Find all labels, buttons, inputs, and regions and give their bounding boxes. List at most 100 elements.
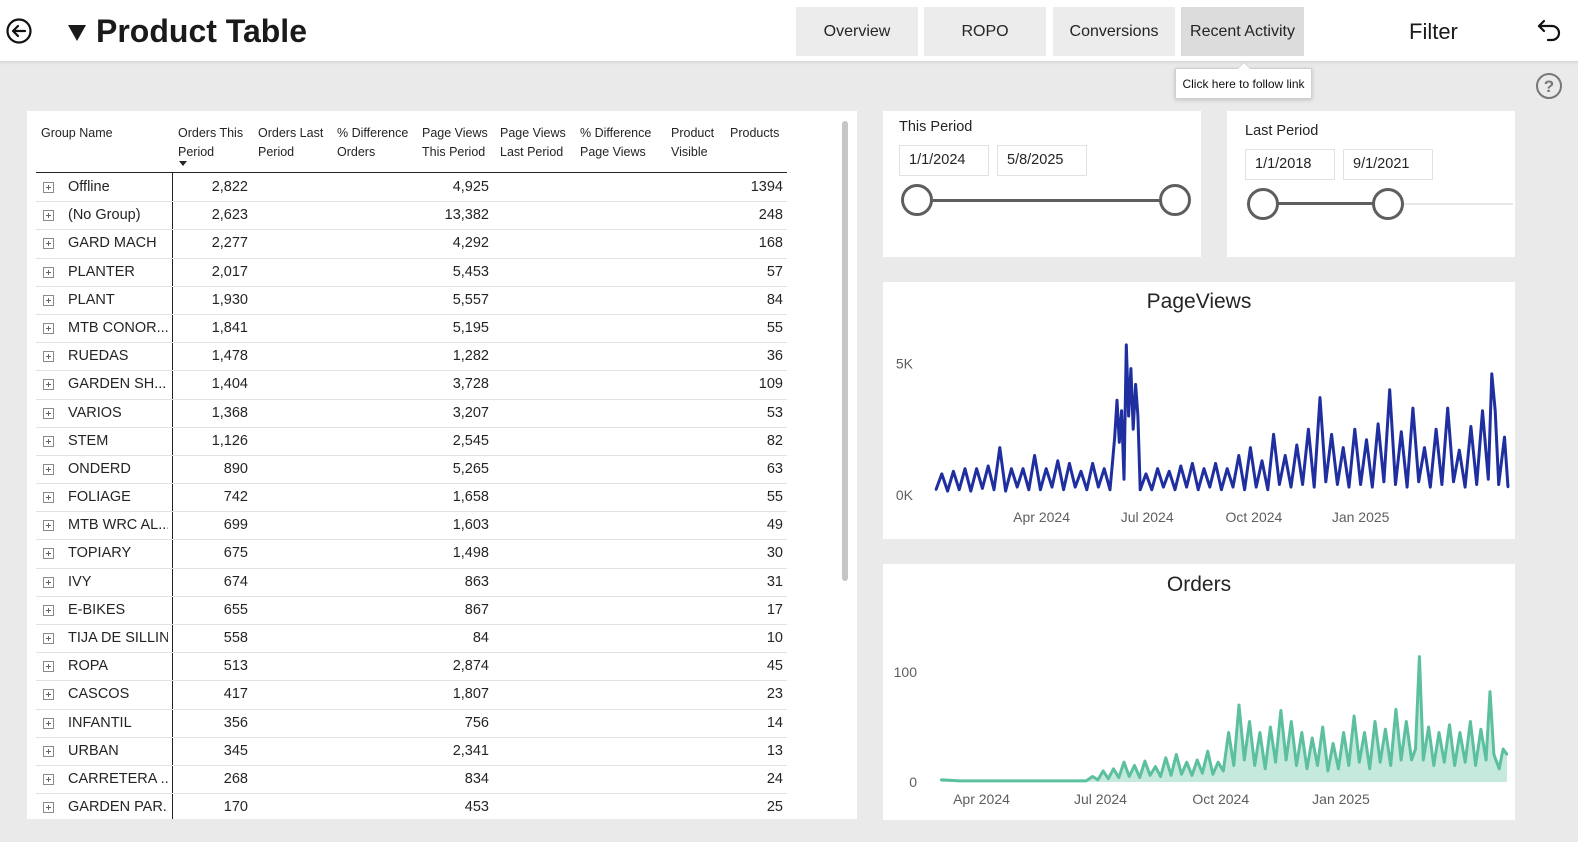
- table-row[interactable]: MTB CONOR... 1,841 5,195 55: [36, 315, 787, 344]
- table-row[interactable]: PLANT 1,930 5,557 84: [36, 287, 787, 315]
- expand-plus-icon[interactable]: [43, 802, 54, 814]
- nav-recent-activity-button[interactable]: Recent Activity: [1181, 7, 1304, 56]
- pageviews-chart-svg: 0K 5K Apr 2024 Jul 2024 Oct 2024 Jan 2025: [896, 343, 1510, 525]
- column-header-orders-last-period[interactable]: Orders Last Period: [258, 126, 324, 159]
- table-row[interactable]: CASCOS 417 1,807 23: [36, 681, 787, 710]
- expand-plus-icon[interactable]: [43, 661, 54, 673]
- this-period-start-date[interactable]: 1/1/2024: [899, 145, 989, 176]
- data-point: [1411, 406, 1415, 410]
- column-header-product-visible[interactable]: Product Visible: [671, 126, 715, 159]
- table-row[interactable]: URBAN 345 2,341 13: [36, 738, 787, 766]
- undo-arrow-icon[interactable]: [1535, 16, 1563, 44]
- data-point: [1211, 773, 1215, 776]
- page-views-this-period-cell: 1,603: [452, 517, 489, 534]
- expand-plus-icon[interactable]: [43, 238, 54, 250]
- expand-plus-icon[interactable]: [43, 463, 54, 475]
- products-cell: 14: [766, 714, 783, 731]
- data-point: [1115, 399, 1119, 402]
- orders-chart-title: Orders: [1166, 573, 1232, 596]
- data-point: [1284, 758, 1288, 762]
- page-views-this-period-cell: 2,341: [452, 742, 489, 759]
- last-period-end-date[interactable]: 9/1/2021: [1343, 149, 1433, 180]
- column-header-page-views-this-period[interactable]: Page Views This Period: [422, 126, 488, 159]
- table-row[interactable]: E-BIKES 655 867 17: [36, 597, 787, 625]
- table-row[interactable]: GARDEN SH... 1,404 3,728 109: [36, 371, 787, 400]
- expand-plus-icon[interactable]: [43, 379, 54, 391]
- table-row[interactable]: GARDEN PAR... 170 453 25: [36, 794, 787, 819]
- data-point: [1027, 488, 1030, 491]
- nav-conversions-button[interactable]: Conversions: [1053, 7, 1175, 56]
- data-point: [1226, 467, 1229, 470]
- this-period-end-handle[interactable]: [1159, 184, 1191, 216]
- this-period-start-handle[interactable]: [901, 184, 933, 216]
- expand-plus-icon[interactable]: [43, 351, 54, 363]
- expand-plus-icon[interactable]: [43, 294, 54, 306]
- table-row[interactable]: RUEDAS 1,478 1,282 36: [36, 343, 787, 372]
- expand-plus-icon[interactable]: [43, 633, 54, 644]
- expand-plus-icon[interactable]: [43, 604, 54, 616]
- this-period-slider-track[interactable]: [917, 199, 1175, 202]
- nav-ropo-button[interactable]: ROPO: [924, 7, 1046, 56]
- data-point: [1279, 709, 1283, 712]
- table-row[interactable]: IVY 674 863 31: [36, 569, 787, 597]
- expand-plus-icon[interactable]: [43, 520, 54, 532]
- column-header-group-name[interactable]: Group Name: [41, 126, 113, 140]
- expand-plus-icon[interactable]: [43, 407, 54, 419]
- table-row[interactable]: PLANTER 2,017 5,453 57: [36, 259, 787, 287]
- this-period-end-date[interactable]: 5/8/2025: [997, 145, 1087, 176]
- expand-plus-icon[interactable]: [43, 266, 54, 278]
- column-header-pct-diff-orders[interactable]: % Difference Orders: [337, 126, 409, 159]
- data-point: [1434, 428, 1438, 431]
- table-row[interactable]: CARRETERA ... 268 834 24: [36, 766, 787, 795]
- expand-plus-icon[interactable]: [43, 435, 54, 447]
- data-point: [1005, 779, 1008, 783]
- expand-plus-icon[interactable]: [43, 717, 54, 729]
- table-row[interactable]: INFANTIL 356 756 14: [36, 710, 787, 738]
- last-period-start-date[interactable]: 1/1/2018: [1245, 149, 1335, 180]
- data-point: [1107, 777, 1110, 780]
- table-row[interactable]: GARD MACH 2,277 4,292 168: [36, 230, 787, 259]
- expand-plus-icon[interactable]: [43, 745, 54, 757]
- filter-button[interactable]: Filter: [1409, 19, 1458, 44]
- data-point: [1039, 488, 1042, 491]
- table-row[interactable]: TOPIARY 675 1,498 30: [36, 540, 787, 569]
- last-period-slider-track[interactable]: [1263, 202, 1388, 205]
- data-point: [958, 779, 961, 783]
- column-header-orders-this-period[interactable]: Orders This Period: [178, 126, 244, 159]
- expand-plus-icon[interactable]: [43, 548, 54, 560]
- data-point: [1056, 459, 1059, 462]
- help-question-icon[interactable]: ?: [1535, 72, 1563, 100]
- data-point: [1352, 714, 1356, 718]
- series-line[interactable]: [934, 343, 1510, 493]
- series-line[interactable]: [940, 655, 1509, 783]
- expand-plus-icon[interactable]: [43, 492, 54, 504]
- expand-plus-icon[interactable]: [43, 773, 54, 785]
- group-name-cell: CASCOS: [68, 686, 130, 703]
- table-row[interactable]: VARIOS 1,368 3,207 53: [36, 400, 787, 428]
- table-row[interactable]: ROPA 513 2,874 45: [36, 653, 787, 682]
- column-header-products[interactable]: Products: [730, 126, 780, 140]
- table-row[interactable]: Offline 2,822 4,925 1394: [36, 174, 787, 203]
- expand-plus-icon[interactable]: [43, 182, 54, 193]
- expand-plus-icon[interactable]: [43, 576, 54, 588]
- last-period-end-handle[interactable]: [1372, 188, 1404, 220]
- table-row[interactable]: (No Group) 2,623 13,382 248: [36, 202, 787, 231]
- table-row[interactable]: STEM 1,126 2,545 82: [36, 428, 787, 456]
- expand-plus-icon[interactable]: [43, 689, 54, 701]
- column-header-pct-diff-page-views[interactable]: % Difference Page Views: [580, 126, 652, 159]
- table-row[interactable]: ONDERD 890 5,265 63: [36, 456, 787, 485]
- expand-plus-icon[interactable]: [43, 322, 54, 334]
- table-scrollbar[interactable]: [842, 121, 848, 581]
- back-arrow-icon[interactable]: [5, 17, 33, 45]
- table-row[interactable]: MTB WRC AL... 699 1,603 49: [36, 512, 787, 541]
- table-row[interactable]: FOLIAGE 742 1,658 55: [36, 484, 787, 513]
- products-cell: 24: [766, 770, 783, 787]
- table-row[interactable]: TIJA DE SILLIN 558 84 10: [36, 625, 787, 654]
- data-point: [1503, 435, 1506, 439]
- data-point: [1248, 720, 1251, 723]
- last-period-start-handle[interactable]: [1247, 188, 1279, 220]
- column-header-page-views-last-period[interactable]: Page Views Last Period: [500, 126, 566, 159]
- nav-overview-button[interactable]: Overview: [796, 7, 918, 56]
- expand-plus-icon[interactable]: [43, 210, 54, 222]
- data-point: [1185, 761, 1188, 764]
